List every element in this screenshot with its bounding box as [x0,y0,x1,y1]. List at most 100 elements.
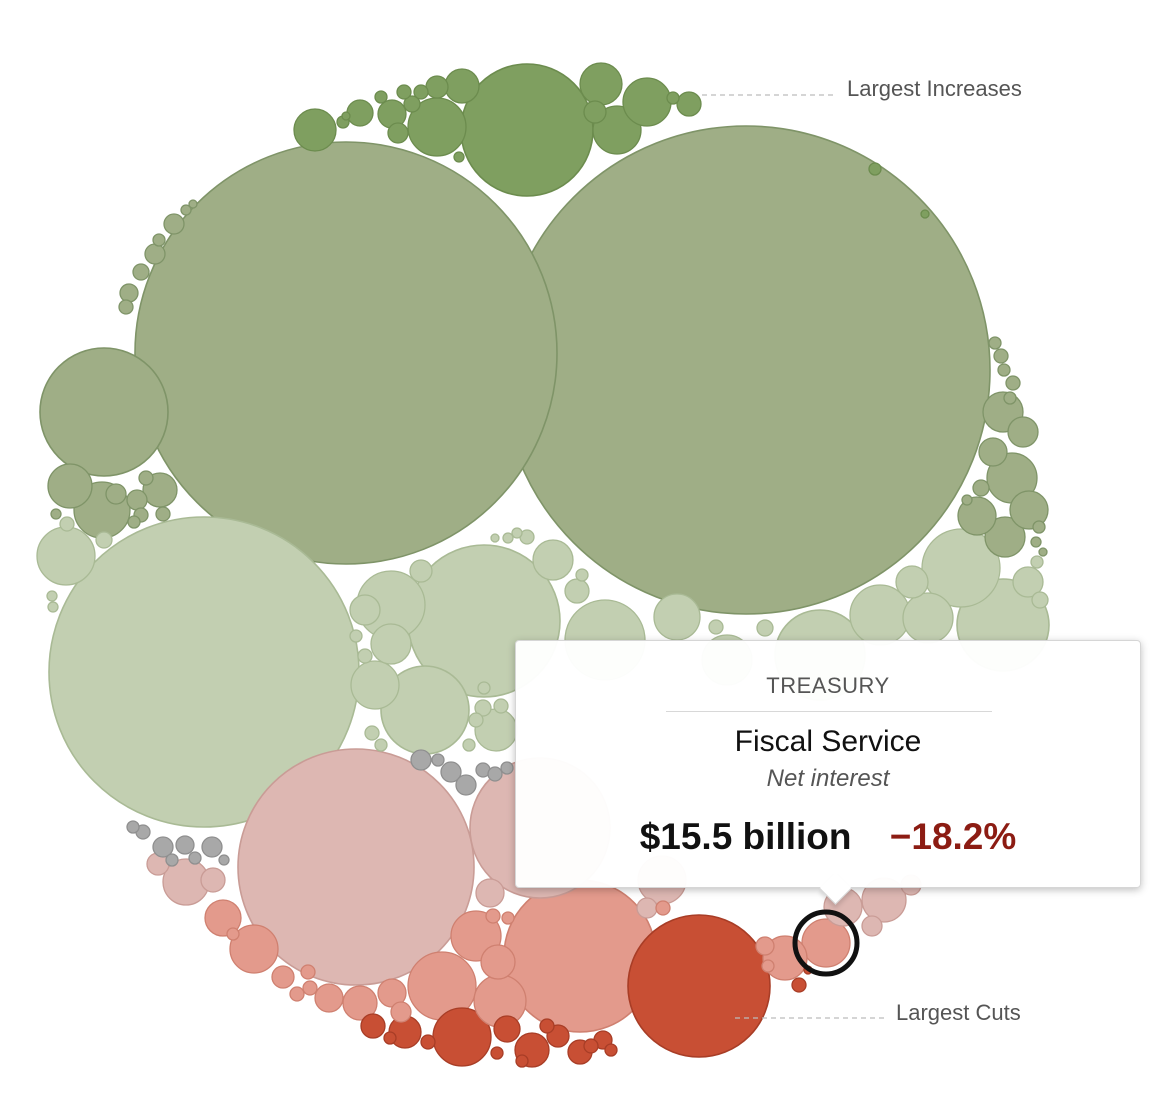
bubble-small-increase[interactable] [349,594,381,626]
bubble-small-increase[interactable] [502,532,514,544]
bubble-small-cut[interactable] [237,748,475,986]
bubble-small-increase[interactable] [1031,591,1049,609]
bubble-large-cut[interactable] [360,1013,386,1039]
bubble-moderate-increase[interactable] [39,347,169,477]
bubble-moderate-cut[interactable] [342,985,378,1021]
bubble-small-increase[interactable] [36,526,96,586]
bubble-moderate-increase[interactable] [126,489,148,511]
bubble-moderate-increase[interactable] [138,470,154,486]
bubble-no-change[interactable] [500,761,514,775]
bubble-small-increase[interactable] [756,619,774,637]
bubble-small-cut[interactable] [861,915,883,937]
bubble-moderate-increase[interactable] [163,213,185,235]
bubble-no-change[interactable] [410,749,432,771]
bubble-no-change[interactable] [431,753,445,767]
bubble-moderate-cut[interactable] [289,986,305,1002]
bubble-moderate-cut[interactable] [229,924,279,974]
bubble-moderate-cut[interactable] [655,900,671,916]
bubble-large-increase[interactable] [868,162,882,176]
bubble-large-increase[interactable] [341,111,351,121]
bubble-moderate-increase[interactable] [1003,391,1017,405]
bubble-moderate-increase[interactable] [155,506,171,522]
bubble-moderate-increase[interactable] [501,125,991,615]
bubble-small-increase[interactable] [1012,566,1044,598]
bubble-large-cut[interactable] [539,1018,555,1034]
bubble-small-cut[interactable] [475,878,505,908]
bubble-large-increase[interactable] [460,63,594,197]
bubble-no-change[interactable] [175,835,195,855]
bubble-large-cut[interactable] [420,1034,436,1050]
bubble-moderate-increase[interactable] [1009,490,1049,530]
bubble-large-increase[interactable] [403,95,421,113]
bubble-large-increase[interactable] [622,77,672,127]
bubble-moderate-cut[interactable] [390,1001,412,1023]
bubble-no-change[interactable] [440,761,462,783]
bubble-large-cut[interactable] [627,914,771,1058]
bubble-small-increase[interactable] [493,698,509,714]
bubble-large-increase[interactable] [579,62,623,106]
bubble-small-increase[interactable] [357,648,373,664]
bubble-small-cut[interactable] [636,897,658,919]
bubble-large-cut[interactable] [604,1043,618,1057]
bubble-no-change[interactable] [188,851,202,865]
bubble-moderate-increase[interactable] [988,336,1002,350]
bubble-small-increase[interactable] [1030,555,1044,569]
bubble-large-increase[interactable] [413,84,429,100]
bubble-moderate-increase[interactable] [1038,547,1048,557]
bubble-moderate-increase[interactable] [972,479,990,497]
bubble-small-increase[interactable] [895,565,929,599]
bubble-moderate-increase[interactable] [134,141,558,565]
bubble-small-increase[interactable] [364,725,380,741]
bubble-moderate-cut[interactable] [801,918,851,968]
bubble-small-increase[interactable] [564,578,590,604]
bubble-small-increase[interactable] [47,601,59,613]
bubble-moderate-increase[interactable] [1032,520,1046,534]
bubble-small-increase[interactable] [370,623,412,665]
bubble-moderate-increase[interactable] [993,348,1009,364]
bubble-large-increase[interactable] [453,151,465,163]
bubble-large-cut[interactable] [383,1031,397,1045]
bubble-moderate-cut[interactable] [480,944,516,980]
bubble-moderate-increase[interactable] [127,515,141,529]
bubble-large-increase[interactable] [346,99,374,127]
bubble-large-cut[interactable] [583,1038,599,1054]
bubble-large-increase[interactable] [387,122,409,144]
bubble-moderate-increase[interactable] [180,204,192,216]
bubble-moderate-cut[interactable] [300,964,316,980]
bubble-moderate-increase[interactable] [47,463,93,509]
bubble-no-change[interactable] [455,774,477,796]
bubble-small-increase[interactable] [477,681,491,695]
bubble-small-increase[interactable] [575,568,589,582]
bubble-small-increase[interactable] [921,528,1001,608]
bubble-moderate-increase[interactable] [105,483,127,505]
selected-bubble-ring[interactable] [792,909,860,977]
bubble-large-increase[interactable] [374,90,388,104]
bubble-moderate-cut[interactable] [302,980,318,996]
bubble-large-increase[interactable] [583,100,607,124]
bubble-moderate-increase[interactable] [152,233,166,247]
bubble-small-increase[interactable] [490,533,500,543]
bubble-moderate-increase[interactable] [984,516,1026,558]
bubble-moderate-cut[interactable] [501,911,515,925]
bubble-moderate-cut[interactable] [314,983,344,1013]
bubble-small-increase[interactable] [95,531,113,549]
bubble-small-increase[interactable] [46,590,58,602]
bubble-moderate-increase[interactable] [1030,536,1042,548]
bubble-no-change[interactable] [218,854,230,866]
bubble-small-increase[interactable] [511,527,523,539]
bubble-moderate-increase[interactable] [997,363,1011,377]
bubble-no-change[interactable] [152,836,174,858]
bubble-large-increase[interactable] [920,209,930,219]
bubble-large-increase[interactable] [425,75,449,99]
bubble-large-cut[interactable] [490,1046,504,1060]
bubble-moderate-increase[interactable] [1005,375,1021,391]
bubble-large-increase[interactable] [396,84,412,100]
bubble-large-cut[interactable] [515,1054,529,1068]
bubble-large-cut[interactable] [493,1015,521,1043]
bubble-moderate-cut[interactable] [271,965,295,989]
bubble-large-increase[interactable] [676,91,702,117]
bubble-moderate-increase[interactable] [961,494,973,506]
bubble-small-increase[interactable] [59,516,75,532]
bubble-no-change[interactable] [126,820,140,834]
bubble-moderate-increase[interactable] [118,299,134,315]
